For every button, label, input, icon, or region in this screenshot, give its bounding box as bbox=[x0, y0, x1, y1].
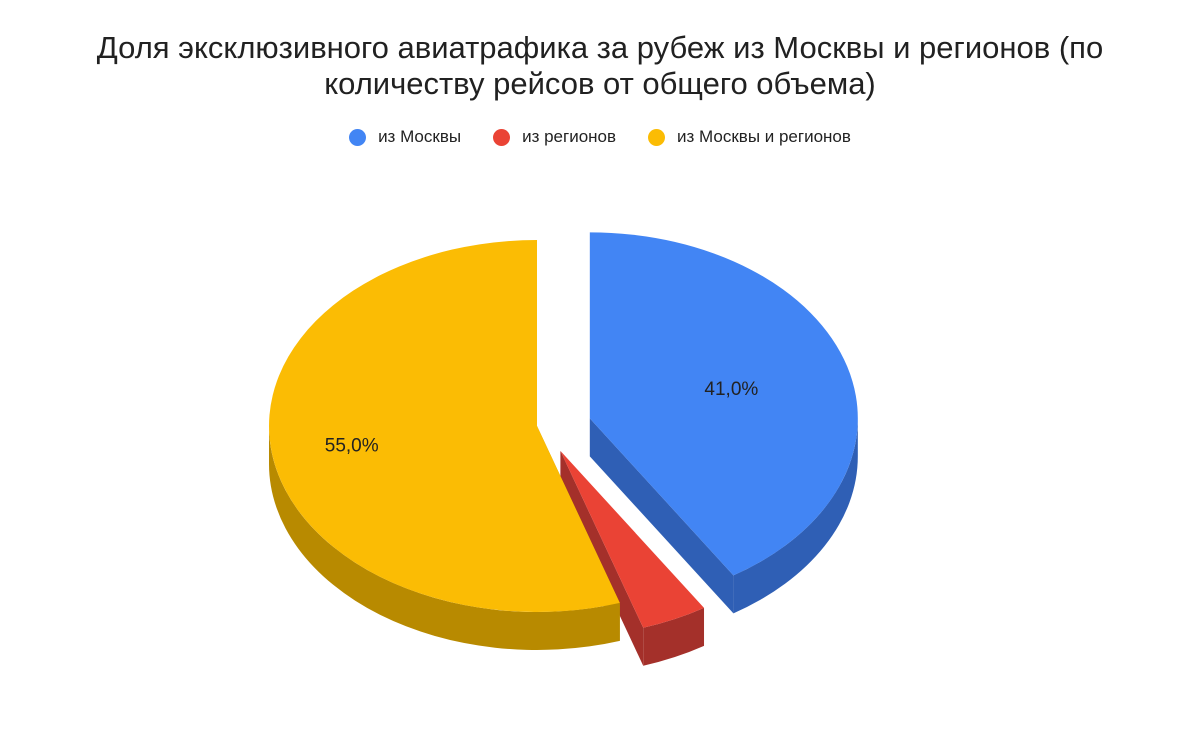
slice-regions-side bbox=[643, 607, 705, 666]
pie-top-layer: 41,0% 55,0% bbox=[269, 232, 858, 628]
slice-regions[interactable] bbox=[560, 450, 705, 628]
legend-label-moscow-and-regions: из Москвы и регионов bbox=[677, 127, 851, 146]
legend-marker-moscow bbox=[349, 128, 367, 146]
slice-moscow-and-regions-data-label: 55,0% bbox=[325, 435, 379, 456]
slice-moscow-side bbox=[733, 418, 858, 614]
legend-label-moscow: из Москвы bbox=[378, 127, 462, 146]
legend-label-regions: из регионов bbox=[522, 127, 617, 146]
legend-item-regions[interactable]: из регионов bbox=[493, 127, 616, 147]
slice-regions-cut-face bbox=[560, 450, 644, 666]
slice-moscow-and-regions-side bbox=[269, 426, 620, 651]
legend-marker-regions bbox=[493, 128, 511, 146]
legend-item-moscow-and-regions[interactable]: из Москвы и регионов bbox=[648, 127, 851, 147]
chart-legend: из Москвы из регионов из Москвы и регион… bbox=[0, 127, 1200, 147]
legend-item-moscow[interactable]: из Москвы bbox=[349, 127, 461, 147]
slice-moscow-data-label: 41,0% bbox=[704, 379, 758, 400]
chart-title: Доля эксклюзивного авиатрафика за рубеж … bbox=[20, 30, 1180, 102]
chart-title-line-1: Доля эксклюзивного авиатрафика за рубеж … bbox=[96, 30, 1104, 65]
legend-marker-moscow-and-regions bbox=[648, 128, 666, 146]
slice-moscow[interactable] bbox=[589, 232, 858, 576]
slice-moscow-cut-face bbox=[589, 418, 734, 614]
chart-title-line-2: количеству рейсов от общего объема) bbox=[324, 66, 876, 101]
slice-moscow-and-regions[interactable] bbox=[269, 240, 620, 612]
